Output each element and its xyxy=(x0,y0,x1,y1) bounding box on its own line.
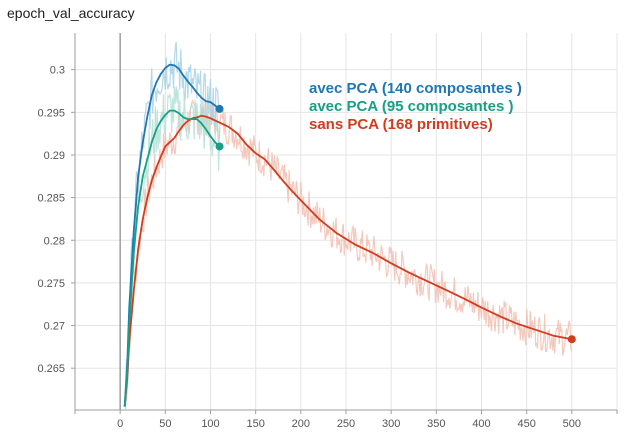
x-tick-label: 300 xyxy=(382,418,400,430)
raw-trace-0 xyxy=(124,41,221,403)
y-tick-label: 0.265 xyxy=(37,363,65,375)
legend: avec PCA (140 composantes )avec PCA (95 … xyxy=(309,80,522,133)
y-tick-label: 0.275 xyxy=(37,278,65,290)
x-tick-label: 400 xyxy=(472,418,490,430)
legend-entry-1: avec PCA (95 composantes ) xyxy=(309,98,514,115)
legend-entry-0: avec PCA (140 composantes ) xyxy=(309,80,522,97)
x-tick-label: 100 xyxy=(201,418,219,430)
x-tick-label: 500 xyxy=(563,418,581,430)
chart-title: epoch_val_accuracy xyxy=(7,5,135,21)
legend-entry-2: sans PCA (168 primitives) xyxy=(309,116,493,133)
series-line-2 xyxy=(123,114,572,407)
y-tick-label: 0.29 xyxy=(44,150,65,162)
series-lines xyxy=(123,63,576,407)
y-tick-label: 0.285 xyxy=(37,193,65,205)
series-endpoint-0 xyxy=(215,104,224,113)
y-tick-label: 0.27 xyxy=(44,321,65,333)
series-line-0 xyxy=(123,63,221,407)
raw-trace-2 xyxy=(124,99,573,407)
x-tick-label: 50 xyxy=(159,418,171,430)
x-tick-label: 200 xyxy=(292,418,310,430)
x-tick-label: 0 xyxy=(117,418,123,430)
y-tick-label: 0.295 xyxy=(37,107,65,119)
series-endpoint-2 xyxy=(567,335,576,344)
tick-labels: 0 50 100 150 200 250 300 350 400 450 500 0.265 0.27 0… xyxy=(37,65,581,430)
y-tick-label: 0.3 xyxy=(50,65,65,77)
raw-trace-1 xyxy=(124,86,221,411)
x-tick-label: 250 xyxy=(337,418,355,430)
x-tick-label: 150 xyxy=(246,418,264,430)
x-tick-label: 450 xyxy=(517,418,535,430)
series-endpoint-1 xyxy=(215,142,224,151)
y-tick-label: 0.28 xyxy=(44,235,65,247)
series-line-1 xyxy=(123,109,221,407)
x-tick-label: 350 xyxy=(427,418,445,430)
